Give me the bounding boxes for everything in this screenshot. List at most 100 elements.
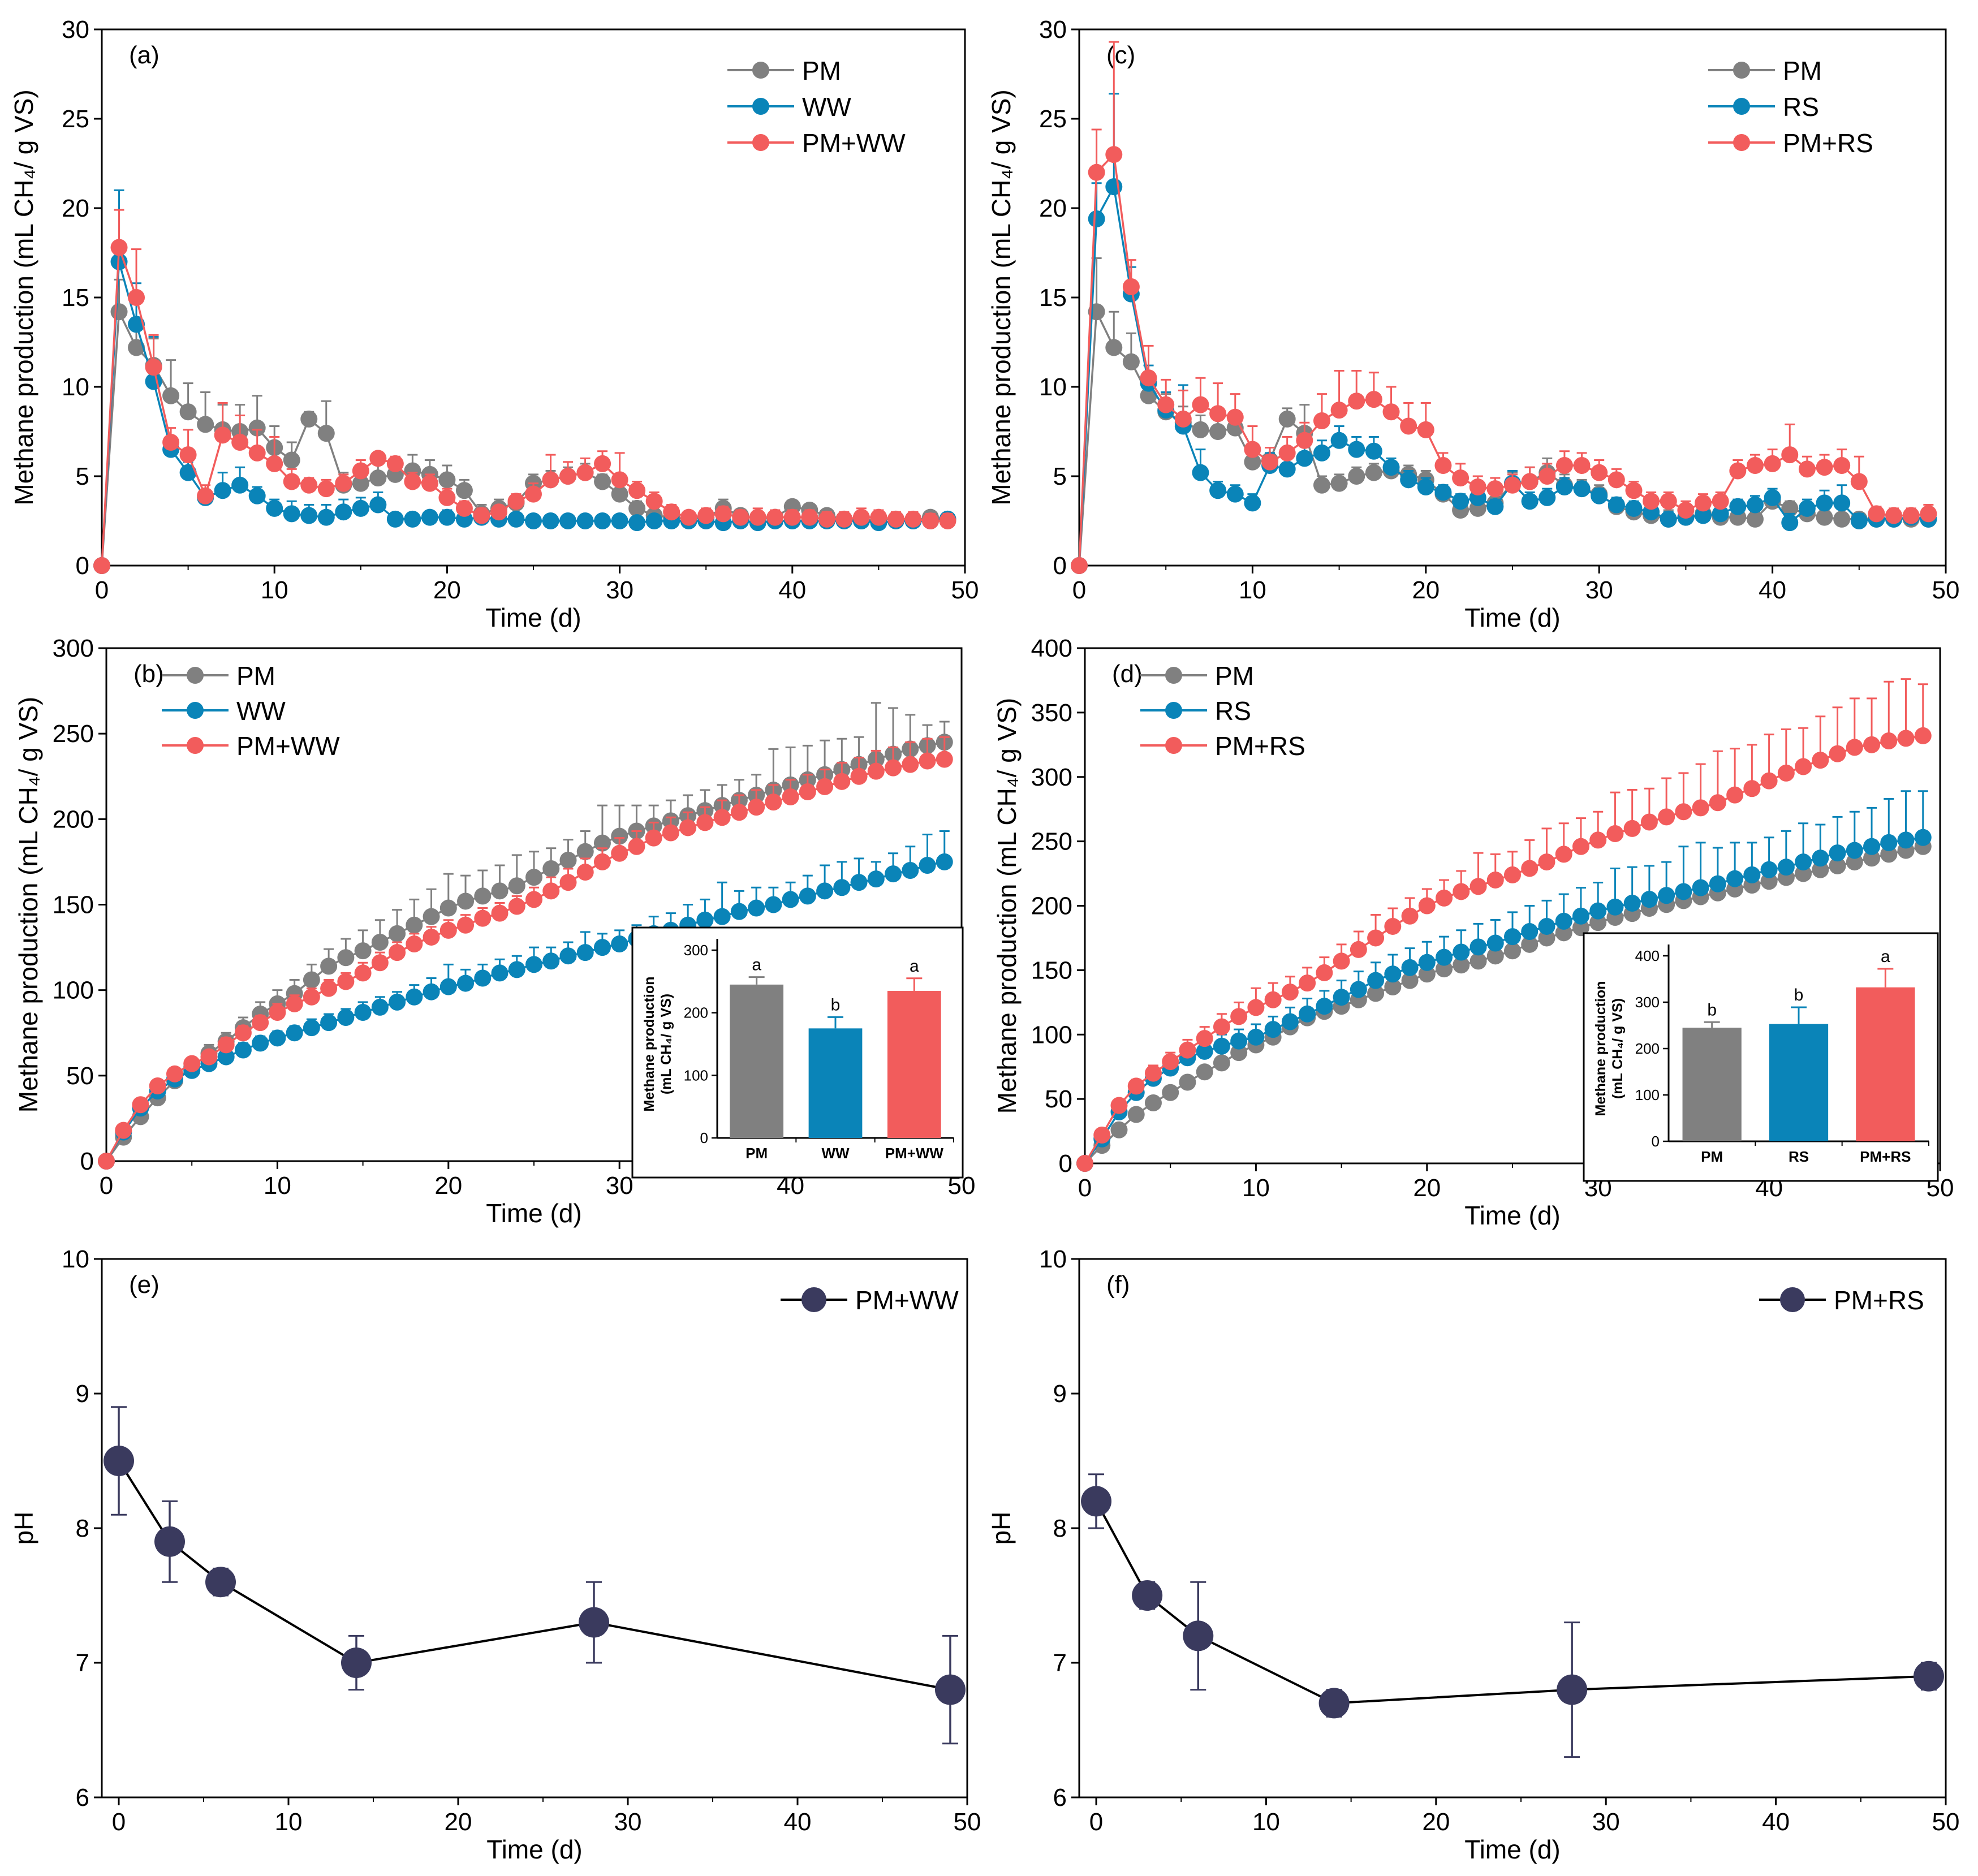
inset-bar [887, 990, 941, 1138]
data-point [1863, 838, 1881, 855]
data-point [1436, 960, 1453, 978]
data-point [269, 1029, 286, 1047]
data-point [1278, 410, 1296, 428]
data-point [1247, 1028, 1265, 1046]
y-tick-label: 50 [1045, 1085, 1072, 1113]
data-point [1795, 758, 1812, 775]
inset-y-tick-label: 100 [684, 1067, 708, 1084]
data-point [1105, 339, 1123, 356]
data-point [457, 974, 475, 992]
data-point [1400, 417, 1417, 435]
inset-significance-letter: b [831, 995, 841, 1014]
data-point [320, 980, 338, 997]
data-point [1384, 978, 1402, 995]
data-point [697, 507, 715, 524]
panel-label: (a) [129, 41, 160, 69]
x-tick-label: 20 [1422, 1808, 1450, 1836]
legend-label: WW [802, 92, 851, 122]
data-point [352, 475, 369, 492]
inset-bar-chart: 0 100 200 300 400 b PM b RS a PM+RS Methane product… [1583, 932, 1939, 1182]
data-point [611, 471, 628, 489]
data-point [104, 1446, 134, 1476]
data-point [1213, 1054, 1230, 1072]
data-point [231, 476, 249, 494]
data-point [93, 557, 110, 574]
data-point [902, 756, 919, 773]
data-point [833, 879, 851, 896]
data-point [317, 508, 335, 526]
data-point [559, 851, 577, 869]
y-tick-label: 10 [62, 1245, 89, 1273]
data-point [149, 1077, 166, 1094]
data-point [662, 824, 679, 842]
data-point [1318, 1688, 1350, 1719]
data-point [386, 455, 404, 472]
panel-e: 0 10 20 30 40 50 6 7 8 9 10 Time (d) pH (e) PM+WW [9, 1245, 981, 1864]
data-point [593, 834, 611, 852]
data-point [1179, 1041, 1196, 1059]
data-point [1401, 959, 1419, 976]
inset-significance-letter: a [1881, 947, 1890, 966]
data-point [115, 1122, 132, 1139]
data-point [474, 887, 492, 905]
data-point [1348, 468, 1365, 485]
data-point [1675, 803, 1692, 821]
data-point [1880, 732, 1898, 749]
data-point [1316, 998, 1333, 1015]
data-point [818, 510, 835, 528]
data-point [1572, 919, 1589, 937]
data-point [525, 485, 542, 503]
x-tick-label: 10 [261, 576, 288, 604]
x-axis-label: Time (d) [486, 1835, 583, 1864]
data-point [317, 425, 335, 442]
data-point [1897, 730, 1915, 747]
legend-marker [1165, 702, 1182, 719]
x-tick-label: 0 [112, 1808, 126, 1836]
data-point [1330, 432, 1348, 449]
data-point [197, 416, 214, 433]
data-point [1401, 907, 1419, 925]
data-point [1401, 972, 1419, 989]
x-tick-label: 30 [614, 1808, 642, 1836]
data-point [1538, 929, 1555, 947]
panel-label: (b) [133, 660, 164, 688]
data-point [1589, 902, 1607, 920]
data-point [1746, 510, 1764, 528]
data-point [205, 1567, 236, 1598]
data-point [904, 510, 922, 528]
panel-label: (d) [1112, 660, 1143, 688]
y-tick-label: 20 [1039, 195, 1067, 222]
data-point [162, 433, 180, 451]
data-point [1812, 752, 1829, 769]
data-point [1504, 866, 1521, 883]
data-point [1504, 476, 1521, 494]
inset-significance-letter: a [910, 957, 919, 976]
legend-marker [1733, 134, 1750, 151]
data-point [525, 869, 542, 886]
data-point [1230, 1032, 1248, 1050]
data-point [1127, 1077, 1145, 1095]
data-point [1589, 831, 1607, 849]
data-point [1365, 442, 1382, 460]
data-point [1247, 999, 1265, 1016]
data-point [852, 508, 870, 526]
data-point [1712, 505, 1729, 523]
data-point [423, 983, 440, 1000]
data-point [748, 799, 765, 816]
data-point [1418, 965, 1436, 983]
data-point [1760, 873, 1778, 890]
data-point [1226, 408, 1244, 426]
data-point [300, 507, 318, 524]
data-point [935, 1674, 966, 1705]
series-pm-rs [1081, 1473, 1944, 1758]
y-tick-label: 7 [76, 1649, 89, 1677]
data-point [1573, 457, 1591, 475]
legend-marker [1780, 1287, 1805, 1312]
data-point [1880, 846, 1898, 863]
data-point [1521, 935, 1539, 953]
data-point [887, 510, 904, 528]
data-point [1281, 1013, 1299, 1030]
y-tick-label: 150 [53, 891, 94, 919]
data-point [1555, 457, 1573, 475]
